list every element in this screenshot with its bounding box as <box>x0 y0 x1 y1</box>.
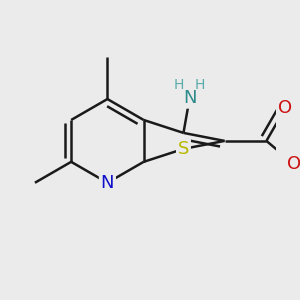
Text: S: S <box>178 140 189 158</box>
Text: O: O <box>286 155 300 173</box>
Text: H: H <box>195 78 206 92</box>
Text: N: N <box>101 174 114 192</box>
Text: H: H <box>174 78 184 92</box>
Text: N: N <box>183 89 196 107</box>
Text: O: O <box>278 99 292 117</box>
